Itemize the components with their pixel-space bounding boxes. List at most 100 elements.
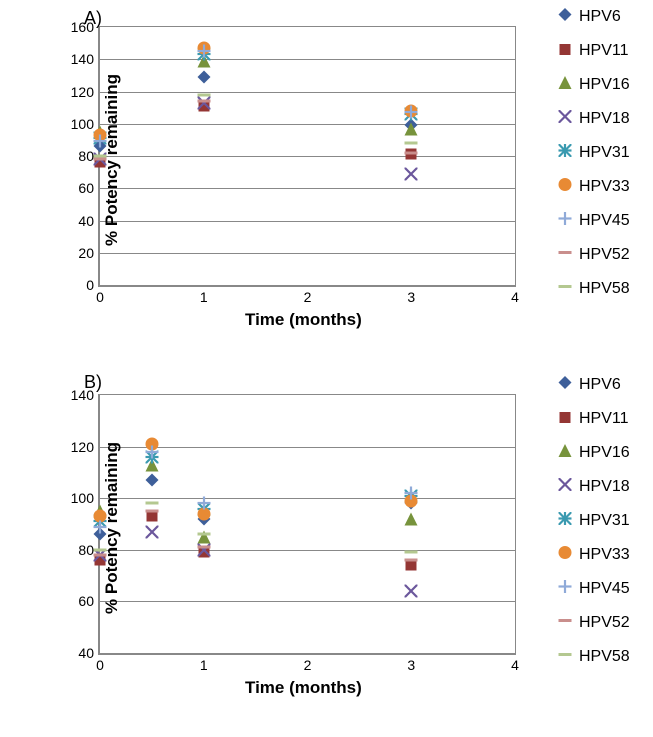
legend-entry: HPV18 [555,470,630,504]
diamond-icon [555,375,575,395]
gridline [100,221,515,222]
legend-entry: HPV18 [555,102,630,136]
asterisk-icon [555,143,575,163]
marker-hpv45 [197,497,210,510]
square-icon [555,41,575,61]
legend-entry: HPV31 [555,504,630,538]
y-tick-label: 40 [78,213,100,229]
marker-hpv45 [405,106,418,119]
triangle-icon [555,75,575,95]
panel-b-legend: HPV6 HPV11 HPV16 HPV18 HPV31 HPV33 HPV45 HPV… [555,368,630,674]
y-tick-label: 120 [71,84,100,100]
gridline [100,156,515,157]
gridline [100,601,515,602]
legend-entry: HPV52 [555,606,630,640]
x-tick-label: 1 [200,653,208,673]
marker-hpv16 [405,122,418,135]
legend-label: HPV58 [575,648,630,666]
legend-label: HPV6 [575,376,621,394]
legend-label: HPV16 [575,444,630,462]
triangle-icon [555,443,575,463]
marker-hpv16 [405,512,418,525]
legend-label: HPV31 [575,512,630,530]
marker-hpv18 [405,585,418,598]
legend-entry: HPV52 [555,238,630,272]
legend-label: HPV33 [575,178,630,196]
asterisk-icon [555,511,575,531]
y-axis-label: % Potency remaining [102,74,122,246]
legend-entry: HPV6 [555,0,630,34]
marker-hpv18 [145,525,158,538]
legend-label: HPV52 [575,246,630,264]
legend-label: HPV18 [575,478,630,496]
legend-entry: HPV11 [555,34,630,68]
gridline [100,447,515,448]
y-tick-label: 60 [78,180,100,196]
panel-a-legend: HPV6 HPV11 HPV16 HPV18 HPV31 HPV33 HPV45 HPV… [555,0,630,306]
legend-label: HPV6 [575,8,621,26]
legend-label: HPV45 [575,212,630,230]
x-tick-label: 4 [511,285,519,305]
panel-a-plot: 02040608010012014016001234 [98,26,516,287]
dash-icon [555,245,575,265]
dash-icon [555,279,575,299]
marker-hpv6 [197,70,210,83]
gridline [100,92,515,93]
diamond-icon [555,7,575,27]
marker-hpv45 [197,45,210,58]
xmark-icon [555,109,575,129]
x-tick-label: 1 [200,285,208,305]
marker-hpv58 [197,528,210,541]
legend-label: HPV31 [575,144,630,162]
legend-label: HPV45 [575,580,630,598]
y-tick-label: 20 [78,245,100,261]
plus-icon [555,211,575,231]
x-tick-label: 0 [96,653,104,673]
x-axis-label: Time (months) [245,678,362,698]
circle-icon [555,177,575,197]
x-tick-label: 3 [407,653,415,673]
x-tick-label: 4 [511,653,519,673]
legend-entry: HPV45 [555,572,630,606]
y-axis-label: % Potency remaining [102,442,122,614]
legend-label: HPV58 [575,280,630,298]
legend-label: HPV11 [575,410,629,428]
panel-b-label: B) [84,372,102,393]
gridline [100,498,515,499]
y-tick-label: 60 [78,593,100,609]
legend-entry: HPV33 [555,538,630,572]
legend-entry: HPV58 [555,272,630,306]
x-tick-label: 0 [96,285,104,305]
legend-entry: HPV31 [555,136,630,170]
marker-hpv58 [197,88,210,101]
marker-hpv58 [405,546,418,559]
legend-entry: HPV33 [555,170,630,204]
marker-hpv52 [197,541,210,554]
gridline [100,124,515,125]
panel-a-label: A) [84,8,102,29]
legend-entry: HPV11 [555,402,630,436]
circle-icon [555,545,575,565]
gridline [100,59,515,60]
legend-entry: HPV16 [555,436,630,470]
marker-hpv58 [405,137,418,150]
legend-entry: HPV6 [555,368,630,402]
x-tick-label: 2 [304,285,312,305]
legend-label: HPV33 [575,546,630,564]
legend-label: HPV11 [575,42,629,60]
gridline [100,188,515,189]
legend-label: HPV18 [575,110,630,128]
y-tick-label: 120 [71,439,100,455]
legend-label: HPV52 [575,614,630,632]
dash-icon [555,647,575,667]
legend-entry: HPV16 [555,68,630,102]
marker-hpv58 [145,497,158,510]
marker-hpv6 [145,474,158,487]
xmark-icon [555,477,575,497]
marker-hpv45 [145,445,158,458]
plus-icon [555,579,575,599]
square-icon [555,409,575,429]
marker-hpv45 [405,487,418,500]
x-tick-label: 3 [407,285,415,305]
gridline [100,550,515,551]
